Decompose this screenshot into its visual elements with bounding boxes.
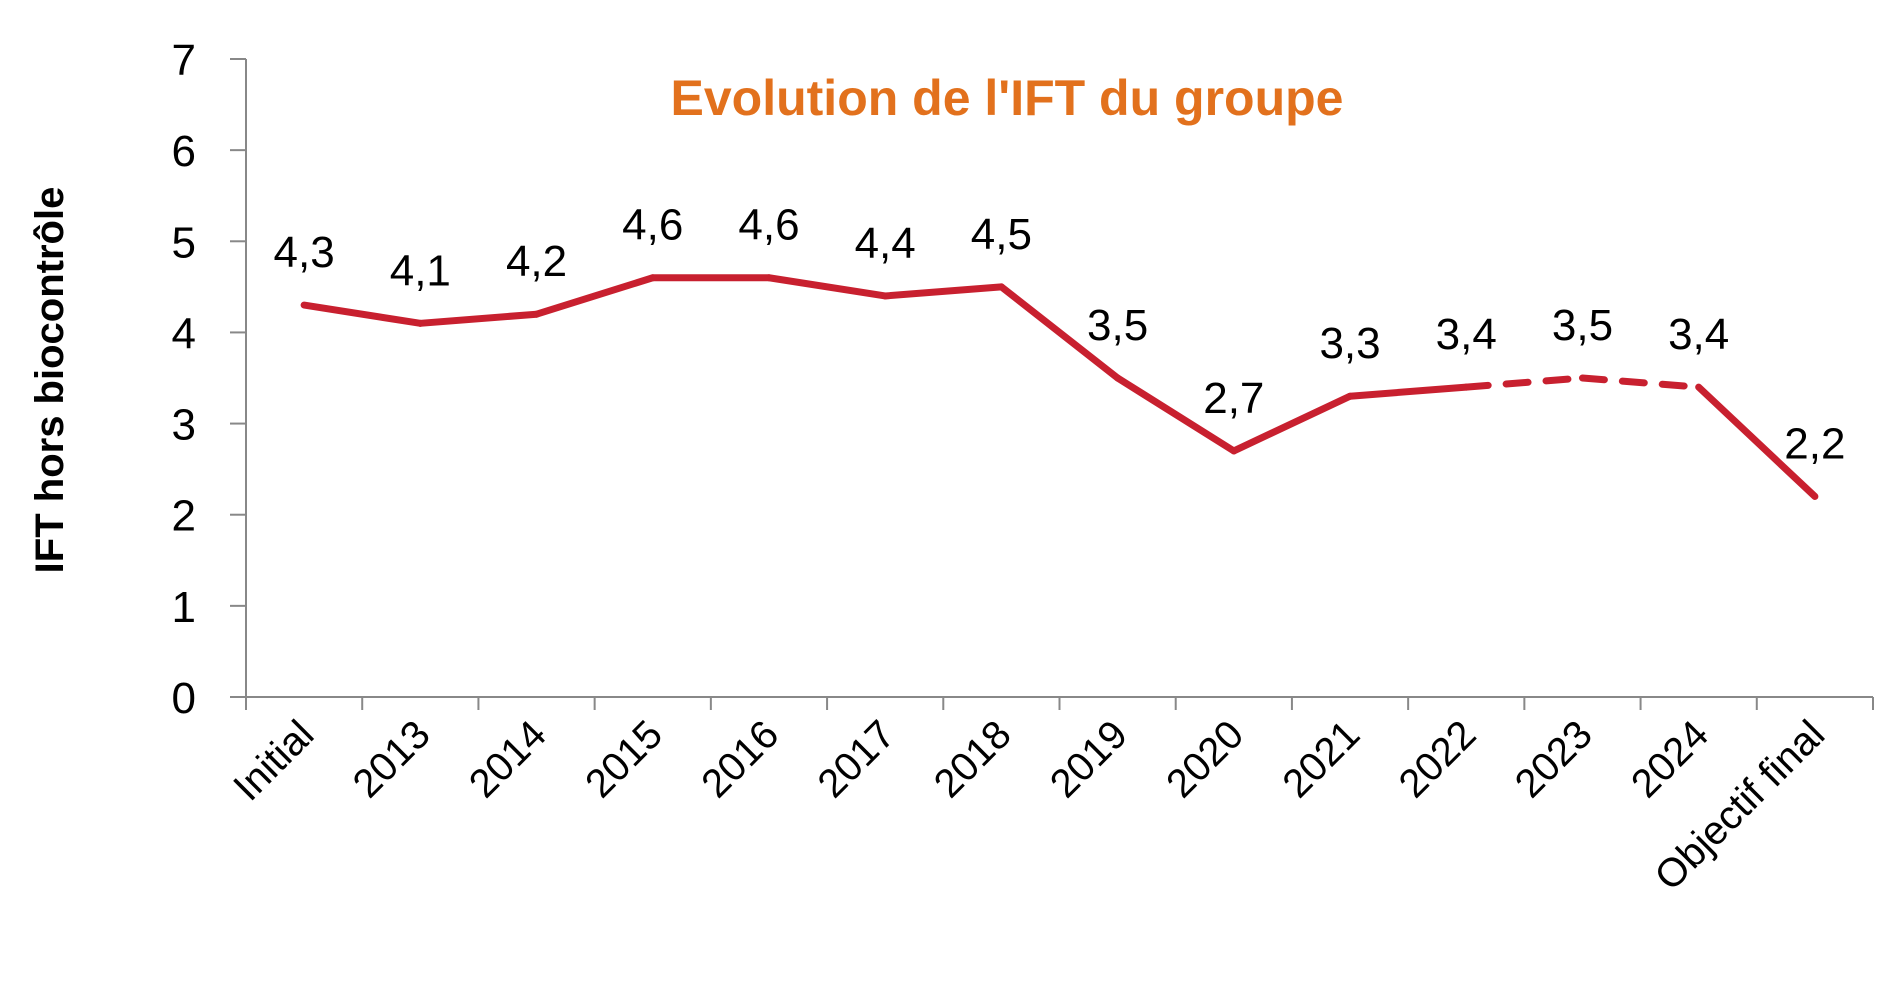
- x-tick-label: Initial: [225, 712, 322, 809]
- y-axis-label: IFT hors biocontrôle: [28, 187, 72, 574]
- data-label: 2,7: [1203, 374, 1264, 423]
- x-tick-label: 2014: [461, 712, 555, 806]
- x-tick-label: 2018: [926, 712, 1020, 806]
- data-label: 4,3: [274, 228, 335, 277]
- data-label: 4,2: [506, 237, 567, 286]
- y-tick-label: 7: [172, 36, 196, 85]
- series-line-segment: [1578, 374, 1703, 391]
- data-label: 3,4: [1436, 310, 1497, 359]
- series-line-segment: [1346, 383, 1470, 400]
- data-label: 3,4: [1668, 310, 1729, 359]
- data-label: 4,6: [738, 201, 799, 250]
- y-tick-label: 4: [172, 309, 196, 358]
- y-tick-label: 3: [172, 401, 196, 450]
- data-label: 4,4: [855, 219, 916, 268]
- series-line-segment: [765, 274, 889, 300]
- x-tick-label: 2021: [1274, 712, 1368, 806]
- series-line-segment: [416, 310, 541, 327]
- y-tick-label: 1: [172, 583, 196, 632]
- x-tick-label: 2024: [1623, 712, 1717, 806]
- chart-title: Evolution de l'IFT du groupe: [671, 70, 1344, 126]
- data-label: 4,6: [622, 201, 683, 250]
- series-line-segment: [1230, 392, 1354, 455]
- series-line-segment: [1695, 383, 1819, 500]
- data-label: 4,5: [971, 210, 1032, 259]
- x-tick-label: 2017: [810, 712, 904, 806]
- data-label: 3,5: [1087, 301, 1148, 350]
- series-line-segment: [1114, 374, 1238, 455]
- series-line-segment: [997, 283, 1122, 382]
- x-tick-label: 2022: [1391, 712, 1485, 806]
- series-line-segment: [300, 301, 424, 327]
- data-label: 2,2: [1784, 419, 1845, 468]
- data-label: 3,5: [1552, 301, 1613, 350]
- series-line-segment: [533, 274, 657, 318]
- y-tick-label: 0: [172, 674, 196, 723]
- data-label: 4,1: [390, 246, 451, 295]
- x-tick-label: 2020: [1158, 712, 1252, 806]
- x-tick-label: 2013: [345, 712, 439, 806]
- x-tick-label: 2015: [577, 712, 671, 806]
- x-tick-label: 2016: [693, 712, 787, 806]
- y-tick-label: 5: [172, 218, 196, 267]
- data-label: 3,3: [1319, 319, 1380, 368]
- series-line-segment: [1462, 374, 1586, 391]
- x-tick-label: 2023: [1507, 712, 1601, 806]
- y-tick-label: 6: [172, 127, 196, 176]
- y-tick-label: 2: [172, 492, 196, 541]
- series-line-segment: [881, 283, 1005, 300]
- x-tick-label: 2019: [1042, 712, 1136, 806]
